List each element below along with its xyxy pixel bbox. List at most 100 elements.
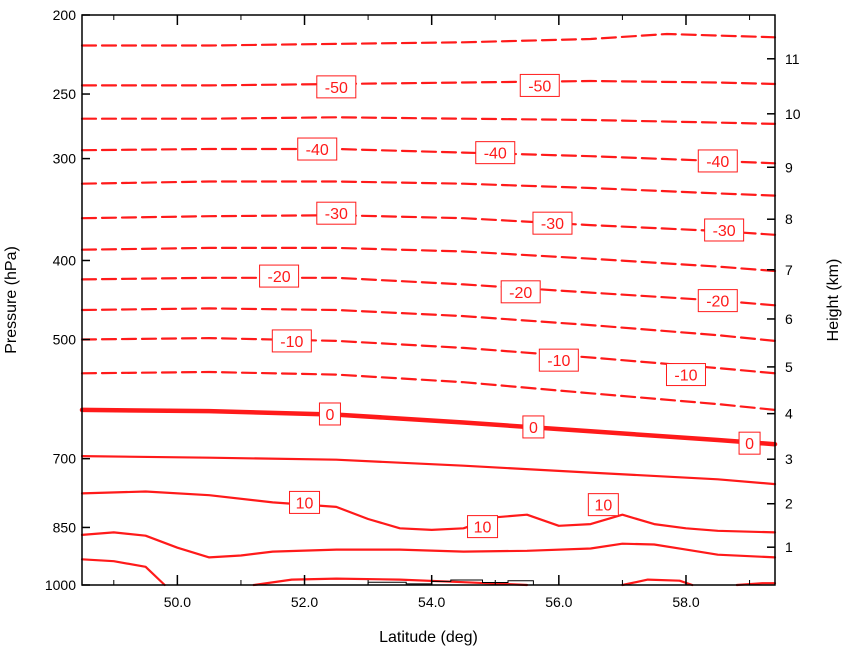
contour-label-text: -50: [528, 78, 551, 95]
contour-label-box: [259, 264, 300, 288]
contour-line-0: [79, 407, 778, 447]
contour-label-text: -30: [325, 206, 348, 223]
contour-label-text: -20: [268, 269, 291, 286]
contour-label-box: [587, 493, 619, 517]
contour-line-minus-5: [80, 370, 777, 411]
contour-label-box: [538, 348, 579, 372]
contour-label-text: 10: [296, 495, 314, 512]
contour-label-box: [697, 149, 738, 173]
y2-tick-label: 7: [785, 262, 793, 278]
contour-line-20: [621, 578, 694, 587]
contour-label-text: 0: [529, 420, 538, 437]
contour-label-text: -10: [547, 353, 570, 370]
contour-label-text: -40: [484, 146, 507, 163]
contour-label: -20: [500, 280, 541, 304]
y2-tick-label: 3: [785, 451, 793, 467]
contour-line-20: [80, 558, 166, 587]
contour-line-minus-20: [80, 276, 777, 307]
contour-label-text: 10: [474, 520, 492, 537]
contour-label: -40: [697, 149, 738, 173]
contour-lines: [79, 32, 778, 587]
contour-label-box: [475, 141, 516, 165]
contour-label-text: -30: [713, 223, 736, 240]
contour-label-box: [467, 515, 499, 539]
contour-label-box: [316, 75, 357, 99]
contour-label-text: 0: [745, 436, 754, 453]
contour-label: 0: [738, 431, 761, 455]
contour-label: 10: [587, 493, 619, 517]
contour-label: -10: [665, 363, 706, 387]
y-tick-label: 850: [53, 519, 77, 535]
x-axis-label: Latitude (deg): [379, 629, 478, 646]
y2-tick-label: 9: [785, 159, 793, 175]
y2-tick-label: 2: [785, 496, 793, 512]
contour-label-text: -20: [509, 285, 532, 302]
contour-label-box: [738, 431, 761, 455]
contour-line-10: [80, 490, 777, 534]
y-tick-label: 700: [53, 451, 77, 467]
right-axis-label: Height (km): [825, 259, 842, 342]
y-tick-label: 250: [53, 86, 77, 102]
y-tick-label: 400: [53, 252, 77, 268]
y2-tick-label: 6: [785, 311, 793, 327]
contour-label: -40: [475, 141, 516, 165]
y-tick-label: 200: [53, 7, 77, 23]
contour-label: 10: [467, 515, 499, 539]
contour-label-box: [271, 329, 312, 353]
contour-label: -40: [297, 137, 338, 161]
contour-line-15: [80, 531, 777, 559]
contour-line-5: [80, 455, 777, 486]
contour-line-minus-45: [80, 116, 777, 125]
y-tick-label: 300: [53, 151, 77, 167]
terrain-outline: [367, 579, 534, 585]
contour-label-text: -50: [325, 80, 348, 97]
y2-tick-label: 8: [785, 211, 793, 227]
contour-line-minus-25: [80, 246, 777, 273]
contour-label-box: [318, 402, 341, 426]
contour-label-box: [500, 280, 541, 304]
y-tick-label: 500: [53, 332, 77, 348]
contour-label: -30: [704, 218, 745, 242]
x-tick-label: 56.0: [545, 594, 572, 610]
contour-line-minus-30: [80, 214, 777, 236]
plot-frame: [81, 14, 776, 586]
axes: 50.0 52.0 54.0 56.0 58.020025030040050070085…: [45, 7, 801, 610]
contour-label-box: [532, 211, 573, 235]
contour-label-text: 10: [594, 498, 612, 515]
contour-label-text: -20: [706, 294, 729, 311]
y2-tick-label: 4: [785, 406, 793, 422]
contour-line-minus-50: [80, 79, 777, 87]
contour-label: -30: [316, 201, 357, 225]
contour-label: 10: [289, 490, 321, 514]
contour-label: -10: [538, 348, 579, 372]
contour-label-box: [522, 415, 545, 439]
contour-label-box: [297, 137, 338, 161]
contour-line-20: [252, 577, 529, 587]
x-tick-label: 50.0: [164, 594, 191, 610]
terrain-line: [367, 579, 534, 585]
contour-label: 0: [522, 415, 545, 439]
contour-line-minus-55: [80, 32, 777, 47]
y-tick-label: 1000: [45, 577, 76, 593]
contour-line-minus-40: [80, 147, 777, 165]
y-axis-label: Pressure (hPa): [3, 246, 20, 354]
contour-label: -10: [271, 329, 312, 353]
contour-label: 0: [318, 402, 341, 426]
contour-labels: -50 -50 -40 -40 -40 -30 -30 -30 -20 -20 -20 -10 -10 -…: [259, 73, 761, 539]
contour-label-box: [316, 201, 357, 225]
contour-label-box: [519, 73, 560, 97]
y2-tick-label: 10: [785, 106, 801, 122]
x-tick-label: 58.0: [672, 594, 699, 610]
contour-line-minus-10: [80, 337, 777, 375]
contour-label-text: -10: [280, 334, 303, 351]
contour-label: -50: [316, 75, 357, 99]
y2-tick-label: 5: [785, 359, 793, 375]
contour-label-box: [665, 363, 706, 387]
y2-tick-label: 1: [785, 539, 793, 555]
y2-tick-label: 11: [785, 51, 800, 67]
contour-label: -30: [532, 211, 573, 235]
x-tick-label: 52.0: [291, 594, 318, 610]
contour-label-box: [704, 218, 745, 242]
